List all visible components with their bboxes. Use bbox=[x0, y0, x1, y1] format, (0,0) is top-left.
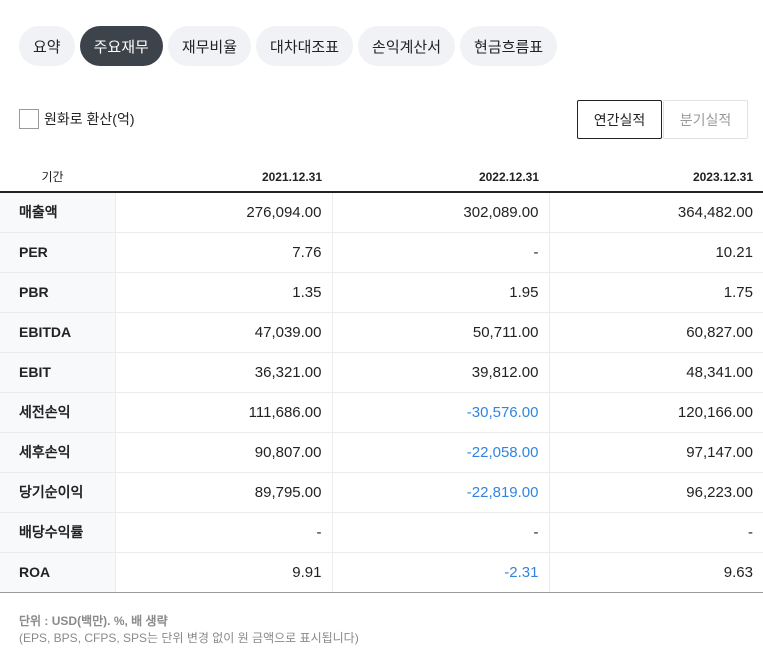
table-cell: -22,819.00 bbox=[331, 472, 549, 513]
table-cell: 1.95 bbox=[331, 272, 549, 313]
table-cell: 1.75 bbox=[548, 272, 763, 313]
row-label: PBR bbox=[0, 272, 115, 313]
row-label: 세후손익 bbox=[0, 432, 115, 473]
krw-convert-label: 원화로 환산(억) bbox=[44, 111, 135, 127]
table-cell: 48,341.00 bbox=[548, 352, 763, 393]
period-header: 기간 bbox=[0, 156, 115, 193]
table-cell: -2.31 bbox=[331, 552, 549, 593]
table-header-row: 기간 2021.12.31 2022.12.31 2023.12.31 bbox=[0, 156, 763, 193]
table-cell: 120,166.00 bbox=[548, 391, 763, 433]
column-header: 2021.12.31 bbox=[115, 156, 332, 193]
krw-convert-toggle[interactable]: 원화로 환산(억) bbox=[19, 108, 135, 130]
table-cell: 276,094.00 bbox=[114, 192, 332, 233]
footnote: 단위 : USD(백만). %, 배 생략 (EPS, BPS, CFPS, S… bbox=[19, 613, 359, 647]
key-financials-table: 기간 2021.12.31 2022.12.31 2023.12.31 매출액 2… bbox=[0, 156, 763, 593]
tab-key-financials[interactable]: 주요재무 bbox=[79, 26, 163, 66]
row-label: EBITDA bbox=[0, 312, 115, 353]
krw-convert-checkbox[interactable] bbox=[19, 109, 39, 129]
row-label: ROA bbox=[0, 552, 115, 593]
table-cell: -22,058.00 bbox=[331, 432, 549, 473]
row-label: EBIT bbox=[0, 352, 115, 393]
table-cell: 9.91 bbox=[114, 552, 332, 593]
row-label: 세전손익 bbox=[0, 391, 115, 433]
table-cell: - bbox=[548, 512, 763, 553]
table-row: PBR 1.35 1.95 1.75 bbox=[0, 272, 763, 313]
table-row: 세후손익 90,807.00 -22,058.00 97,147.00 bbox=[0, 432, 763, 473]
table-cell: 1.35 bbox=[114, 272, 332, 313]
table-cell: 47,039.00 bbox=[114, 312, 332, 353]
table-cell: 7.76 bbox=[114, 232, 332, 273]
table-cell: 9.63 bbox=[548, 552, 763, 593]
table-row: ROA 9.91 -2.31 9.63 bbox=[0, 552, 763, 593]
table-cell: 89,795.00 bbox=[114, 472, 332, 513]
table-row: 배당수익률 - - - bbox=[0, 512, 763, 553]
table-cell: 96,223.00 bbox=[548, 472, 763, 513]
row-label: 매출액 bbox=[0, 192, 115, 233]
column-header: 2023.12.31 bbox=[549, 156, 763, 193]
table-cell: 111,686.00 bbox=[114, 391, 332, 433]
tab-income-statement[interactable]: 손익계산서 bbox=[358, 26, 456, 66]
tab-financial-ratios[interactable]: 재무비율 bbox=[167, 26, 252, 66]
tab-balance-sheet[interactable]: 대차대조표 bbox=[256, 26, 354, 66]
table-cell: - bbox=[331, 512, 549, 553]
table-cell: 97,147.00 bbox=[548, 432, 763, 473]
table-cell: 36,321.00 bbox=[114, 352, 332, 393]
table-cell: 39,812.00 bbox=[331, 352, 549, 393]
table-cell: 364,482.00 bbox=[548, 192, 763, 233]
table-cell: 10.21 bbox=[548, 232, 763, 273]
table-cell: 60,827.00 bbox=[548, 312, 763, 353]
table-cell: 50,711.00 bbox=[331, 312, 549, 353]
row-label: PER bbox=[0, 232, 115, 273]
table-cell: 90,807.00 bbox=[114, 432, 332, 473]
table-cell: - bbox=[114, 512, 332, 553]
tab-summary[interactable]: 요약 bbox=[19, 26, 75, 66]
table-cell: - bbox=[331, 232, 549, 273]
table-row: EBITDA 47,039.00 50,711.00 60,827.00 bbox=[0, 312, 763, 353]
row-label: 배당수익률 bbox=[0, 512, 115, 553]
table-row: EBIT 36,321.00 39,812.00 48,341.00 bbox=[0, 352, 763, 393]
table-row: 매출액 276,094.00 302,089.00 364,482.00 bbox=[0, 192, 763, 233]
tab-cash-flow[interactable]: 현금흐름표 bbox=[460, 26, 558, 66]
finance-tabs: 요약 주요재무 재무비율 대차대조표 손익계산서 현금흐름표 bbox=[19, 26, 558, 66]
column-header: 2022.12.31 bbox=[332, 156, 549, 193]
table-row: PER 7.76-10.21 bbox=[0, 232, 763, 273]
unit-note: 단위 : USD(백만). %, 배 생략 bbox=[19, 614, 168, 628]
table-cell: 302,089.00 bbox=[331, 192, 549, 233]
table-cell: -30,576.00 bbox=[331, 391, 549, 433]
table-row: 세전손익 111,686.00 -30,576.00 120,166.00 bbox=[0, 391, 763, 433]
row-label: 당기순이익 bbox=[0, 472, 115, 513]
unit-detail-note: (EPS, BPS, CFPS, SPS는 단위 변경 없이 원 금액으로 표시… bbox=[19, 631, 359, 645]
annual-results-button[interactable]: 연간실적 bbox=[577, 100, 662, 139]
quarterly-results-button[interactable]: 분기실적 bbox=[663, 100, 748, 139]
table-row: 당기순이익 89,795.00 -22,819.00 96,223.00 bbox=[0, 472, 763, 513]
